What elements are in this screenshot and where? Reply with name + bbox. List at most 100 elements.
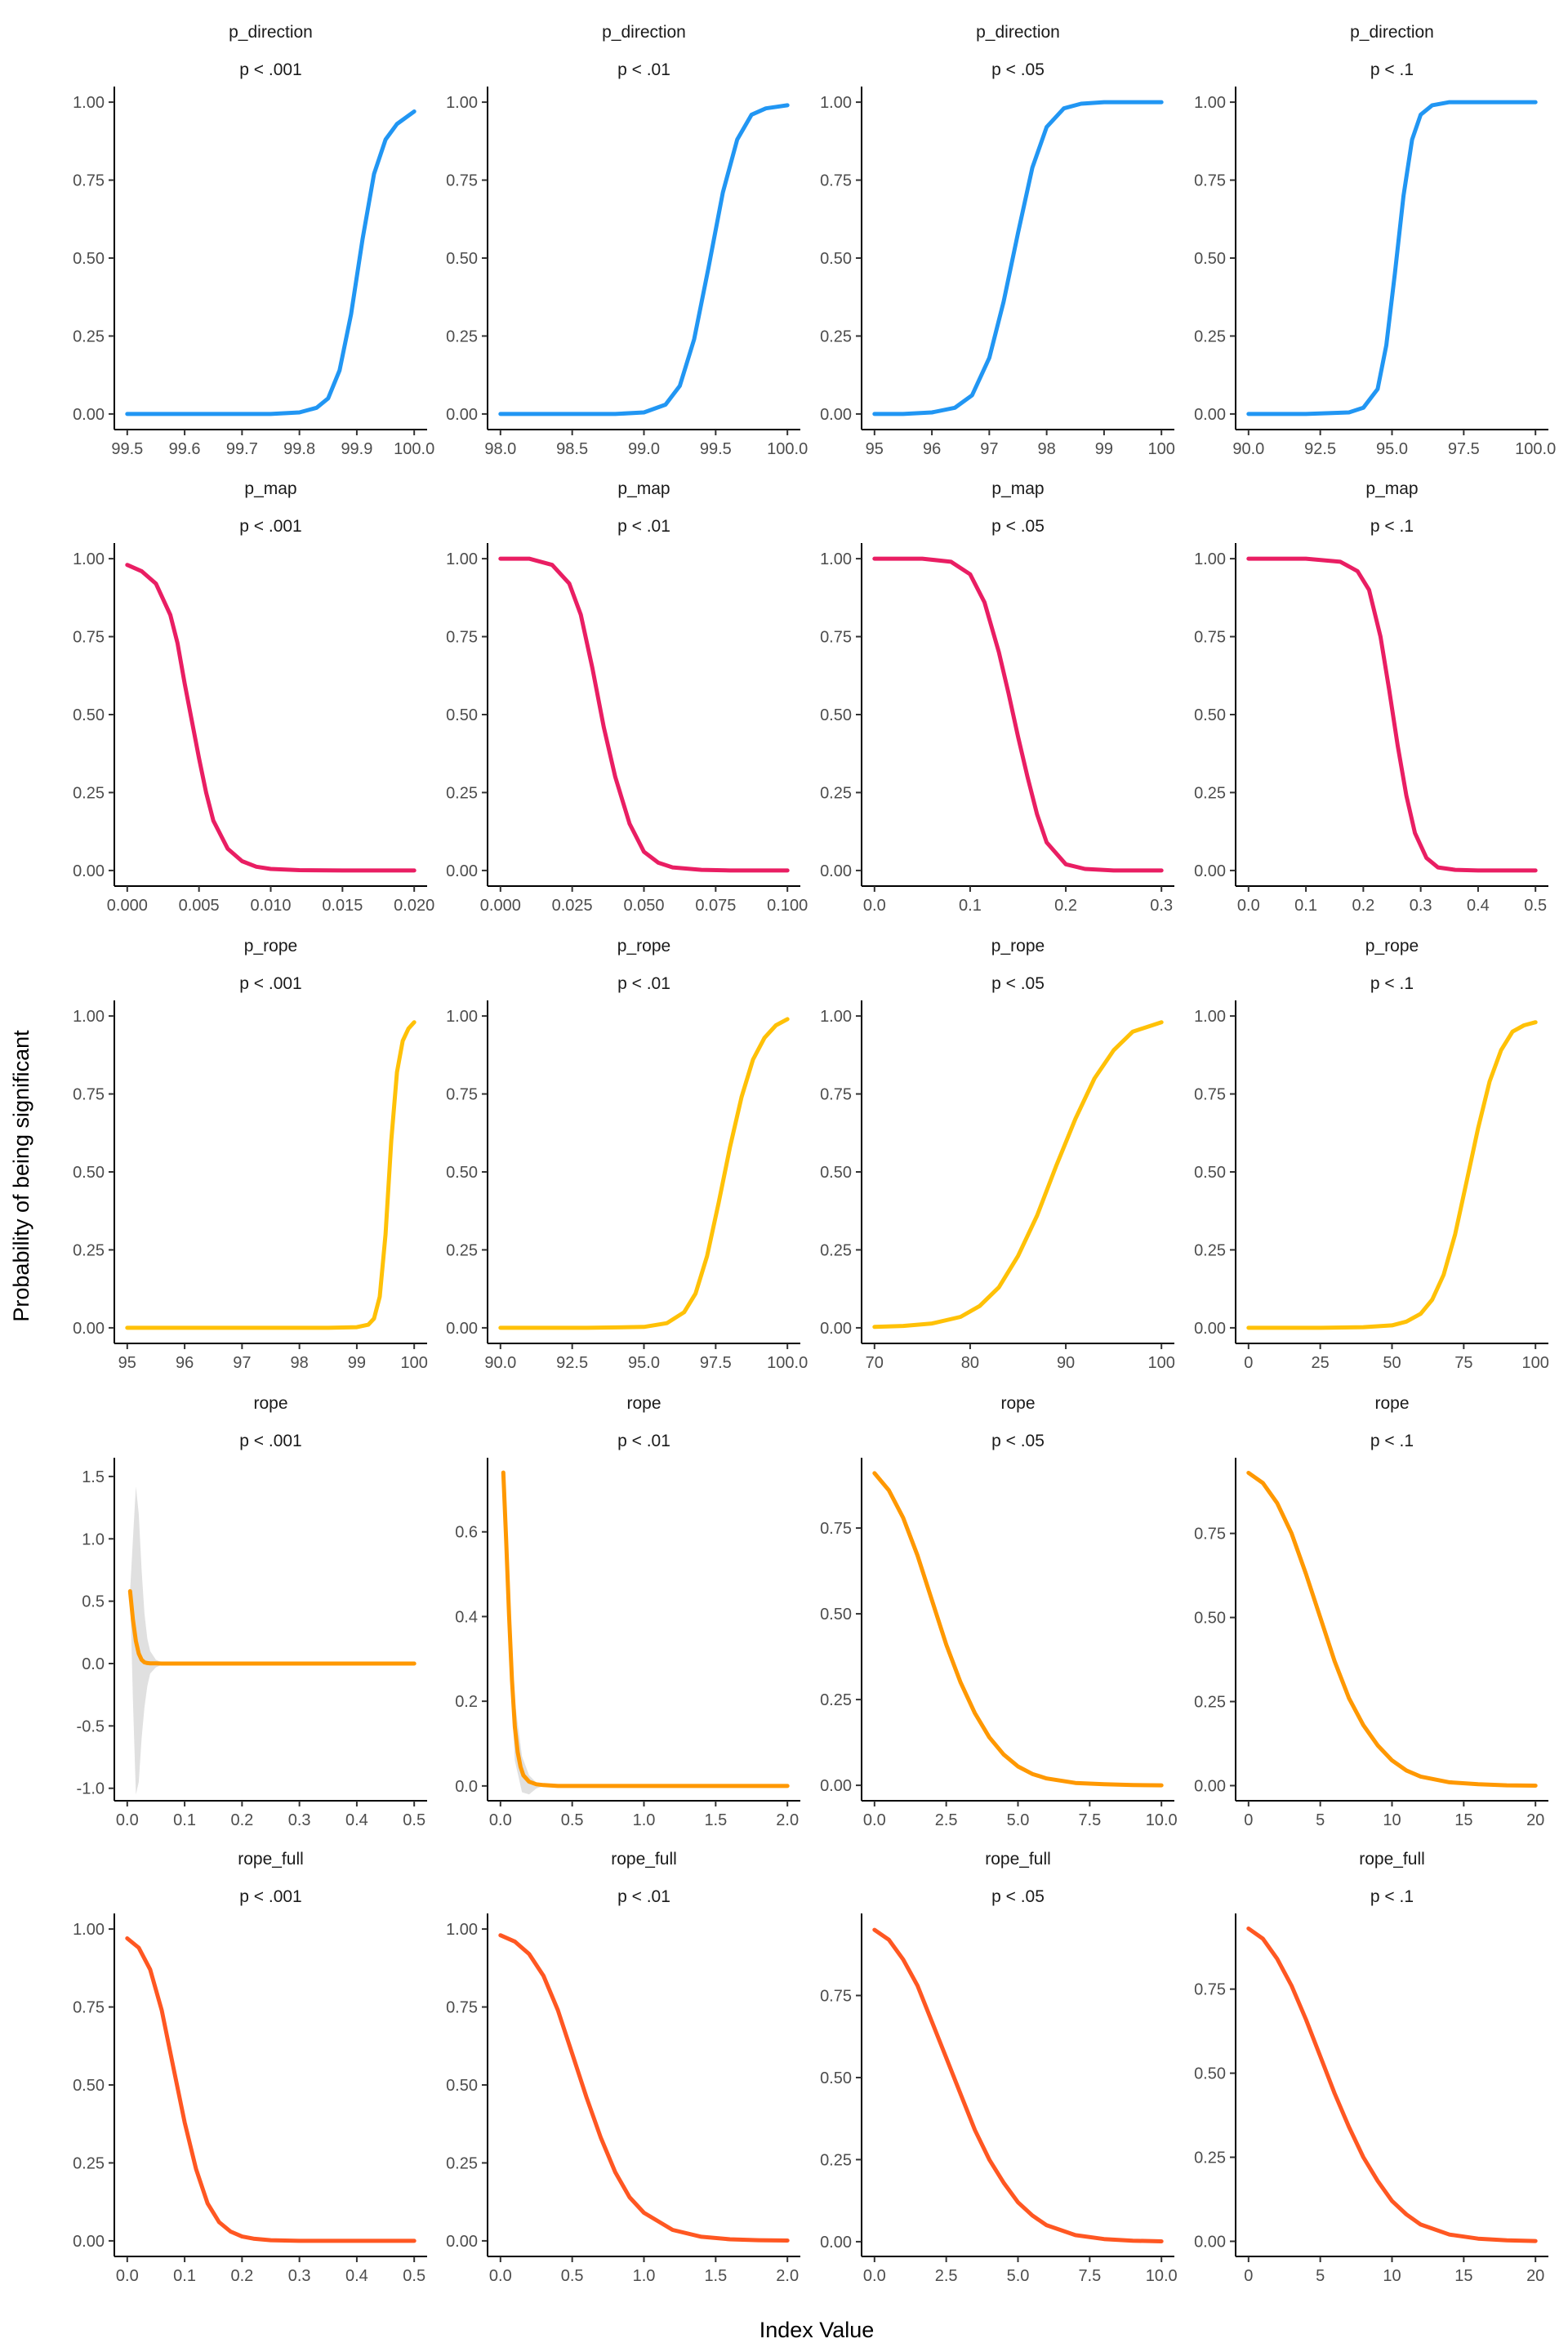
x-tick-label: 0 [1244, 1811, 1253, 1829]
x-tick-label: 98 [291, 1354, 309, 1372]
y-tick-label: 0.25 [446, 784, 478, 802]
series-line [872, 1020, 1164, 1330]
x-tick-label: 99.8 [283, 440, 315, 458]
strip-threshold-label: p < .1 [1370, 1887, 1414, 1906]
strip-threshold-label: p < .001 [239, 60, 301, 79]
y-tick-label: -1.0 [77, 1780, 105, 1798]
y-tick-label: 1.00 [446, 1921, 478, 1939]
y-tick-label: 0.75 [820, 1086, 852, 1104]
strip-index-label: rope_full [1359, 1850, 1425, 1869]
y-tick-label: 0.00 [1194, 1320, 1226, 1338]
y-tick-label: 0.25 [820, 784, 852, 802]
strip-index-label: p_map [991, 479, 1044, 498]
y-tick-label: 0.00 [820, 1320, 852, 1338]
y-tick-label: 0.5 [82, 1593, 105, 1611]
y-tick-label: 1.00 [73, 1921, 105, 1939]
x-tick-label: 97 [233, 1354, 251, 1372]
y-tick-label: 0.25 [1194, 2149, 1226, 2167]
y-tick-label: 0.50 [1194, 2065, 1226, 2083]
y-tick-label: 0.75 [446, 172, 478, 190]
y-tick-label: 1.00 [73, 94, 105, 112]
x-tick-label: 0.2 [230, 1811, 253, 1829]
series-line [125, 1020, 416, 1330]
y-tick-label: 0.50 [1194, 706, 1226, 724]
series-line [498, 1933, 790, 2243]
strip-index-label: p_direction [976, 23, 1060, 42]
y-tick-label: 1.00 [73, 550, 105, 568]
y-tick-label: 0.00 [1194, 406, 1226, 424]
strip-threshold-label: p < .01 [617, 974, 670, 993]
y-tick-label: 0.00 [73, 862, 105, 880]
x-tick-label: 5 [1316, 2267, 1325, 2285]
x-tick-label: 99.9 [341, 440, 372, 458]
x-tick-label: 99.6 [169, 440, 201, 458]
x-tick-label: 10.0 [1146, 2267, 1178, 2285]
x-tick-label: 0.015 [322, 897, 363, 915]
y-tick-label: -0.5 [77, 1717, 105, 1735]
x-tick-label: 98 [1038, 440, 1056, 458]
y-tick-label: 0.50 [73, 1164, 105, 1182]
x-tick-label: 1.0 [633, 2267, 656, 2285]
x-tick-label: 96 [176, 1354, 194, 1372]
y-tick-label: 0.00 [446, 1320, 478, 1338]
y-tick-label: 0.25 [73, 2154, 105, 2172]
x-tick-label: 100.0 [394, 440, 434, 458]
strip-index-label: p_direction [229, 23, 313, 42]
x-tick-label: 0.020 [394, 897, 434, 915]
x-tick-label: 0.005 [179, 897, 220, 915]
y-tick-label: 0.75 [446, 629, 478, 647]
y-tick-label: 0.75 [1194, 629, 1226, 647]
y-tick-label: 1.00 [446, 550, 478, 568]
y-tick-label: 0.00 [73, 2233, 105, 2251]
x-tick-label: 95.0 [1376, 440, 1408, 458]
y-tick-label: 0.50 [820, 1606, 852, 1624]
x-tick-label: 20 [1526, 2267, 1544, 2285]
y-tick-label: 0.75 [1194, 172, 1226, 190]
x-tick-label: 0.5 [403, 2267, 425, 2285]
x-tick-label: 0.100 [767, 897, 808, 915]
y-tick-label: 0.25 [1194, 1241, 1226, 1259]
y-tick-label: 0.50 [820, 1164, 852, 1182]
y-tick-label: 1.5 [82, 1468, 105, 1486]
x-tick-label: 1.0 [633, 1811, 656, 1829]
x-tick-label: 97 [980, 440, 998, 458]
y-tick-label: 1.00 [820, 94, 852, 112]
strip-index-label: rope [1374, 1394, 1409, 1413]
strip-threshold-label: p < .1 [1370, 1432, 1414, 1450]
x-tick-label: 0.000 [107, 897, 148, 915]
y-tick-label: 0.2 [455, 1693, 478, 1711]
x-tick-label: 7.5 [1078, 1811, 1101, 1829]
x-tick-label: 70 [866, 1354, 884, 1372]
series-line [501, 1470, 790, 1788]
y-tick-label: 0.75 [1194, 1981, 1226, 1999]
panel-rope-2: rope p < .01 0.0 0.2 0.4 0.6 0.0 0.5 1.0 1.5 2.0 [455, 1394, 800, 1829]
x-tick-label: 90.0 [1232, 440, 1264, 458]
y-tick-label: 0.00 [73, 406, 105, 424]
y-tick-label: 0.50 [73, 250, 105, 268]
y-tick-label: 0.50 [73, 2077, 105, 2095]
y-tick-label: 0.25 [820, 327, 852, 345]
x-tick-label: 0.0 [116, 2267, 139, 2285]
y-tick-label: 0.00 [446, 406, 478, 424]
y-tick-label: 0.25 [73, 327, 105, 345]
strip-threshold-label: p < .1 [1370, 517, 1414, 536]
y-tick-label: 0.6 [455, 1524, 478, 1542]
strip-threshold-label: p < .001 [239, 1432, 301, 1450]
x-tick-label: 1.5 [704, 2267, 727, 2285]
strip-threshold-label: p < .001 [239, 1887, 301, 1906]
x-tick-label: 5.0 [1007, 2267, 1030, 2285]
x-tick-label: 0.000 [480, 897, 521, 915]
x-tick-label: 92.5 [1304, 440, 1336, 458]
strip-index-label: p_direction [1350, 23, 1434, 42]
x-tick-label: 0 [1244, 2267, 1253, 2285]
y-tick-label: 0.50 [1194, 250, 1226, 268]
y-axis-title: Probability of being significant [9, 1030, 33, 1322]
x-tick-label: 100 [1522, 1354, 1549, 1372]
x-tick-label: 0.075 [695, 897, 736, 915]
x-tick-label: 100.0 [1515, 440, 1556, 458]
strip-index-label: p_rope [991, 937, 1045, 956]
x-tick-label: 95.0 [628, 1354, 660, 1372]
y-tick-label: 1.00 [1194, 94, 1226, 112]
